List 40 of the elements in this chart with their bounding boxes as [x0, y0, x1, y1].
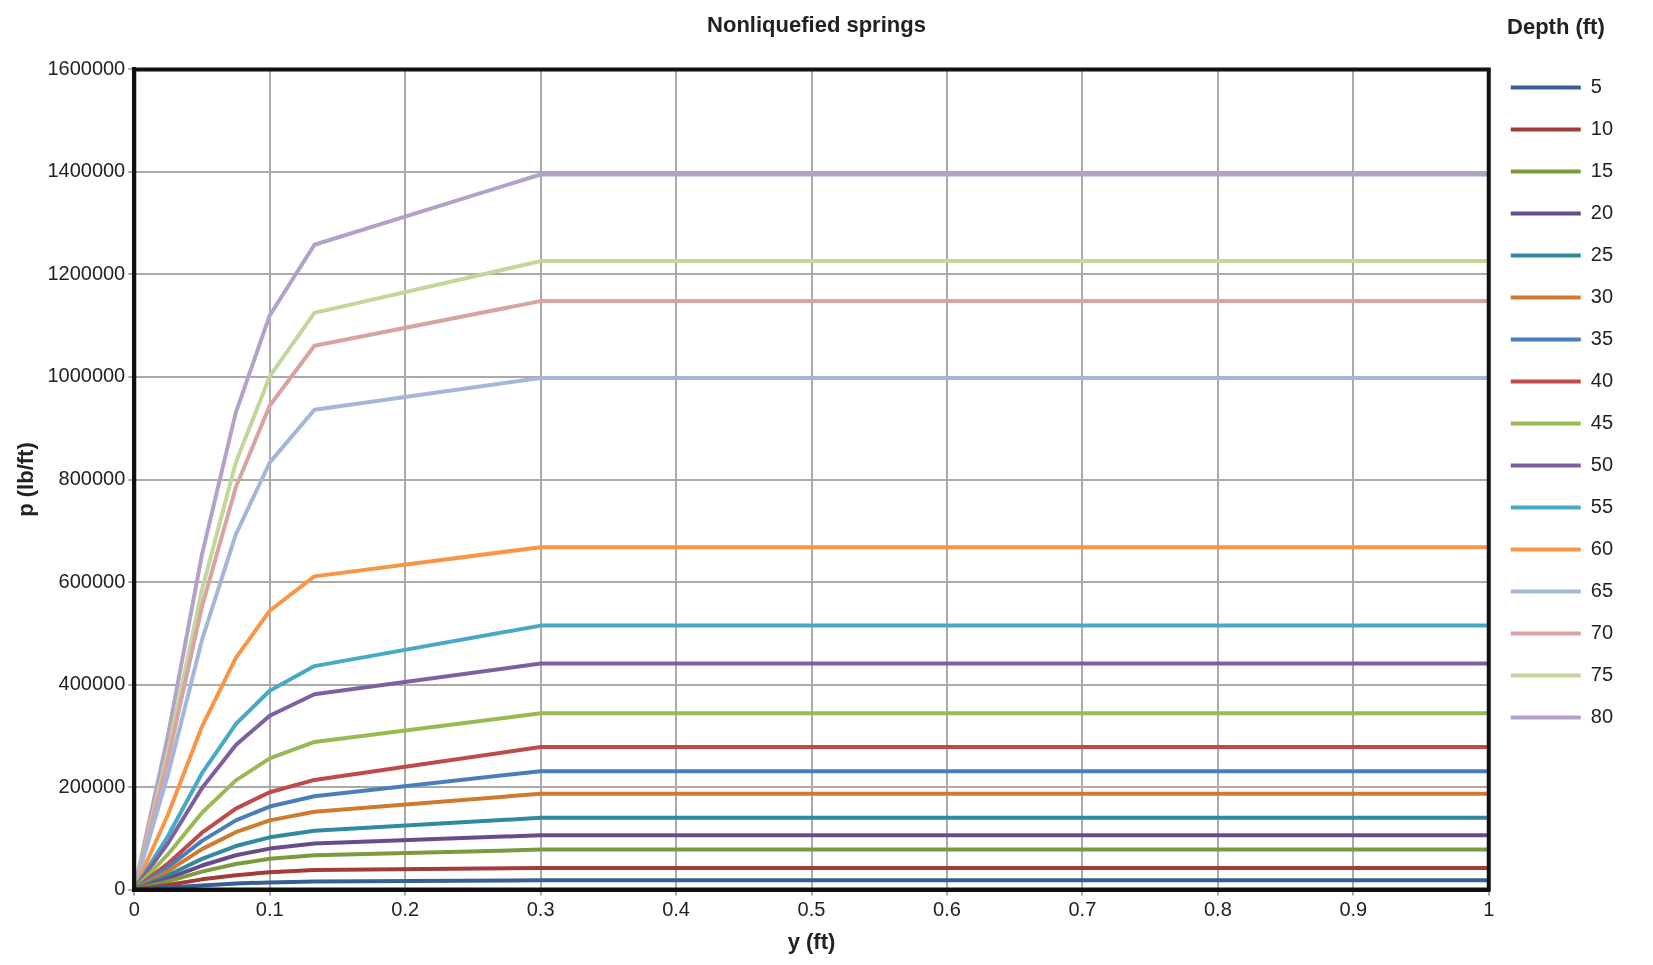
legend-label: 25 — [1590, 242, 1613, 265]
legend-label: 20 — [1590, 200, 1613, 223]
x-tick-label: 0.7 — [1068, 898, 1097, 921]
x-tick-label: 0.9 — [1339, 898, 1368, 921]
y-tick-label: 1000000 — [47, 364, 126, 387]
legend-label: 55 — [1590, 494, 1613, 517]
legend-label: 65 — [1590, 578, 1613, 601]
y-tick-label: 200000 — [58, 774, 126, 797]
x-tick-label: 0.1 — [255, 898, 284, 921]
legend-label: 10 — [1590, 116, 1613, 139]
chart-title: Nonliquefied springs — [707, 12, 926, 38]
y-tick-label: 400000 — [58, 672, 126, 695]
y-tick-label: 600000 — [58, 569, 126, 592]
legend-label: 80 — [1590, 704, 1613, 727]
x-tick-label: 0.3 — [526, 898, 555, 921]
legend-label: 30 — [1590, 284, 1613, 307]
legend-label: 70 — [1590, 620, 1613, 643]
x-tick-label: 0.2 — [391, 898, 420, 921]
x-tick-label: 0 — [128, 898, 140, 921]
y-tick-label: 1600000 — [47, 56, 126, 79]
legend-title: Depth (ft) — [1507, 14, 1605, 40]
legend-label: 75 — [1590, 662, 1613, 685]
y-tick-label: 1200000 — [47, 261, 126, 284]
legend-label: 40 — [1590, 368, 1613, 391]
legend-label: 35 — [1590, 326, 1613, 349]
x-axis-title: y (ft) — [787, 928, 836, 954]
y-tick-label: 800000 — [58, 467, 126, 490]
legend-label: 15 — [1590, 158, 1613, 181]
x-tick-label: 1 — [1483, 898, 1495, 921]
x-tick-label: 0.8 — [1203, 898, 1232, 921]
legend-label: 45 — [1590, 410, 1613, 433]
x-tick-label: 0.4 — [662, 898, 690, 921]
y-axis-title: p (lb/ft) — [13, 442, 39, 517]
legend-label: 60 — [1590, 536, 1613, 559]
legend-label: 50 — [1590, 452, 1613, 475]
legend-label: 5 — [1590, 74, 1602, 97]
x-tick-label: 0.5 — [797, 898, 826, 921]
y-tick-label: 0 — [114, 877, 126, 900]
y-tick-label: 1400000 — [47, 159, 126, 182]
x-tick-label: 0.6 — [933, 898, 961, 921]
